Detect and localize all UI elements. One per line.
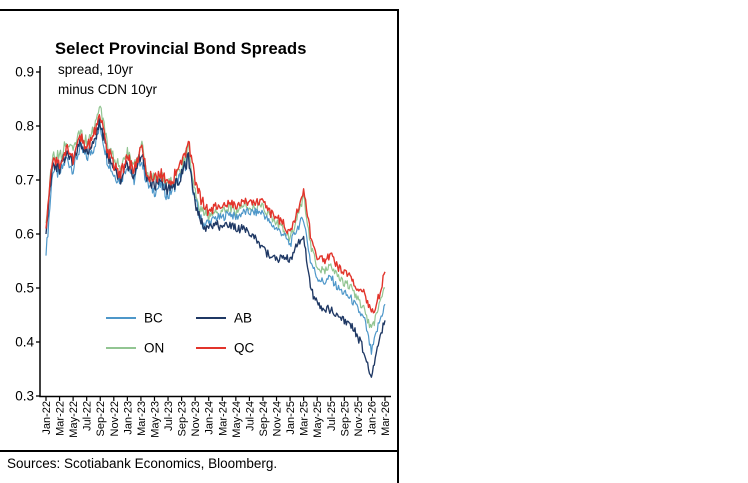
x-tick-label: Jul-25 [326,401,338,431]
y-tick-label: 0.3 [15,389,34,404]
series-line-bc [45,123,386,355]
series-lines [45,105,386,378]
x-tick-label: Jul-22 [82,401,94,431]
bond-spreads-chart: 0.3 0.4 0.5 0.6 0.7 0.8 0.9 Jan-22 Mar-22 May-22… [15,65,392,438]
chart-title: Select Provincial Bond Spreads [55,40,307,58]
x-tick-label: Jan-26 [366,401,378,435]
y-tick-label: 0.5 [15,281,34,296]
panel-border-bottom [0,450,399,452]
y-tick-label: 0.4 [15,335,34,350]
x-tick-label: Jan-25 [285,401,297,435]
legend-label-qc: QC [234,341,255,356]
x-tick-label: Sep-22 [95,401,107,436]
y-axis-ticks: 0.3 0.4 0.5 0.6 0.7 0.8 0.9 [15,65,40,404]
y-tick-label: 0.9 [15,65,34,80]
x-tick-label: Jul-24 [244,401,256,431]
x-tick-label: Jan-24 [204,401,216,435]
x-tick-label: Mar-25 [299,401,311,436]
legend-label-on: ON [144,341,164,356]
x-tick-label: Nov-23 [190,401,202,436]
x-tick-label: May-25 [312,401,324,438]
x-tick-label: Mar-24 [217,401,229,436]
y-tick-label: 0.6 [15,227,34,242]
axes [39,66,391,398]
x-tick-label: May-22 [68,401,80,438]
legend: BC AB ON QC [106,311,255,356]
chart-subtitle-line2: minus CDN 10yr [58,82,158,97]
x-axis-ticks: Jan-22 Mar-22 May-22 Jul-22 Sep-22 Nov-22 Jan-… [41,396,392,438]
x-tick-label: May-23 [149,401,161,438]
x-tick-label: Mar-23 [136,401,148,436]
series-line-ab [45,118,386,378]
series-line-on [45,105,386,329]
x-tick-label: Sep-24 [258,401,270,436]
x-tick-label: Sep-25 [339,401,351,436]
legend-label-bc: BC [144,311,163,326]
panel-border-right [397,9,399,483]
x-tick-label: Sep-23 [177,401,189,436]
x-tick-label: Jan-22 [41,401,53,435]
x-tick-label: Nov-22 [109,401,121,436]
x-tick-label: Jul-23 [163,401,175,431]
x-tick-label: Jan-23 [122,401,134,435]
series-line-qc [45,114,386,314]
x-tick-label: Mar-22 [55,401,67,436]
x-tick-label: Mar-26 [380,401,392,436]
y-tick-label: 0.7 [15,173,34,188]
x-tick-label: May-24 [231,401,243,438]
y-tick-label: 0.8 [15,119,34,134]
sources-note: Sources: Scotiabank Economics, Bloomberg… [7,456,278,471]
legend-label-ab: AB [234,311,252,326]
x-tick-label: Nov-25 [353,401,365,436]
x-tick-label: Nov-24 [272,401,284,436]
chart-subtitle-line1: spread, 10yr [58,62,134,77]
panel-border-top [0,9,399,11]
